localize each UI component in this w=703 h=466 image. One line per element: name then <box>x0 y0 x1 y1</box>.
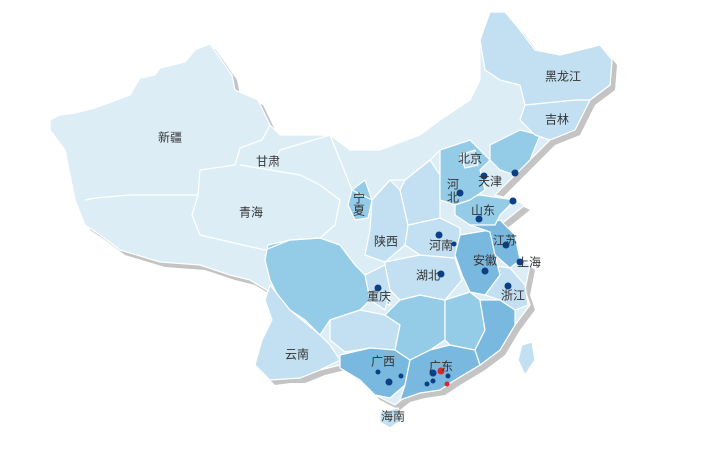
province-hebei[interactable] <box>439 139 491 206</box>
province-border <box>191 164 341 251</box>
map-point[interactable] <box>504 282 512 290</box>
province-shaanxi[interactable] <box>364 179 409 263</box>
province-liaoning[interactable] <box>489 129 541 176</box>
province-beijing[interactable] <box>459 149 479 169</box>
label-hebei-1: 河 <box>446 177 460 192</box>
label-zhejiang: 浙江 <box>500 288 526 303</box>
label-xinjiang: 新疆 <box>157 130 183 145</box>
map-point[interactable] <box>502 241 510 249</box>
map-point[interactable] <box>480 172 488 180</box>
map-point[interactable] <box>385 378 393 386</box>
map-point-highlight[interactable] <box>444 381 450 387</box>
province-yunnan[interactable] <box>254 284 341 381</box>
label-shaanxi: 陕西 <box>373 234 399 249</box>
label-guangdong: 广东 <box>428 359 454 374</box>
label-yunnan: 云南 <box>284 347 310 362</box>
province-shandong[interactable] <box>454 194 516 226</box>
label-shandong: 山东 <box>470 203 496 218</box>
label-tianjin: 天津 <box>477 174 503 189</box>
map-point[interactable] <box>375 369 381 375</box>
map-point[interactable] <box>451 241 457 247</box>
map-point[interactable] <box>437 270 445 278</box>
label-hubei: 湖北 <box>415 268 441 283</box>
label-guangxi: 广西 <box>370 354 396 369</box>
label-chongqing: 重庆 <box>366 289 392 304</box>
map-point[interactable] <box>424 381 430 387</box>
province-hainan[interactable] <box>379 407 403 429</box>
map-point[interactable] <box>429 369 437 377</box>
label-hebei-2: 北 <box>446 190 460 205</box>
label-henan: 河南 <box>428 238 454 253</box>
map-point[interactable] <box>516 258 524 266</box>
map-point[interactable] <box>445 373 451 379</box>
label-ningxia-2: 夏 <box>352 203 366 218</box>
province-jiangsu[interactable] <box>469 219 521 269</box>
province-ningxia[interactable] <box>347 179 373 221</box>
map-point[interactable] <box>435 231 443 239</box>
label-anhui: 安徽 <box>472 253 498 268</box>
province-guangxi[interactable] <box>339 347 411 399</box>
label-jiangsu: 江苏 <box>492 233 518 248</box>
label-shanghai: 上海 <box>516 255 542 270</box>
map-point[interactable] <box>511 169 519 177</box>
province-border <box>269 134 441 201</box>
map-point[interactable] <box>430 378 436 384</box>
label-heilongjiang: 黑龙江 <box>544 69 582 84</box>
map-point[interactable] <box>374 284 382 292</box>
map-point[interactable] <box>509 197 517 205</box>
label-qinghai: 青海 <box>238 205 264 220</box>
province-taiwan[interactable] <box>517 341 536 376</box>
map-point-highlight[interactable] <box>437 367 445 375</box>
map-point[interactable] <box>481 267 489 275</box>
province-heilongjiang[interactable] <box>479 11 613 106</box>
label-jilin: 吉林 <box>544 112 570 127</box>
province-border <box>84 124 271 201</box>
map-point[interactable] <box>475 215 483 223</box>
map-point[interactable] <box>456 189 464 197</box>
map-point[interactable] <box>398 373 404 379</box>
label-beijing: 北京 <box>457 151 483 166</box>
label-gansu: 甘肃 <box>255 154 281 169</box>
label-ningxia-1: 宁 <box>352 191 366 206</box>
label-hainan: 海南 <box>380 409 406 424</box>
